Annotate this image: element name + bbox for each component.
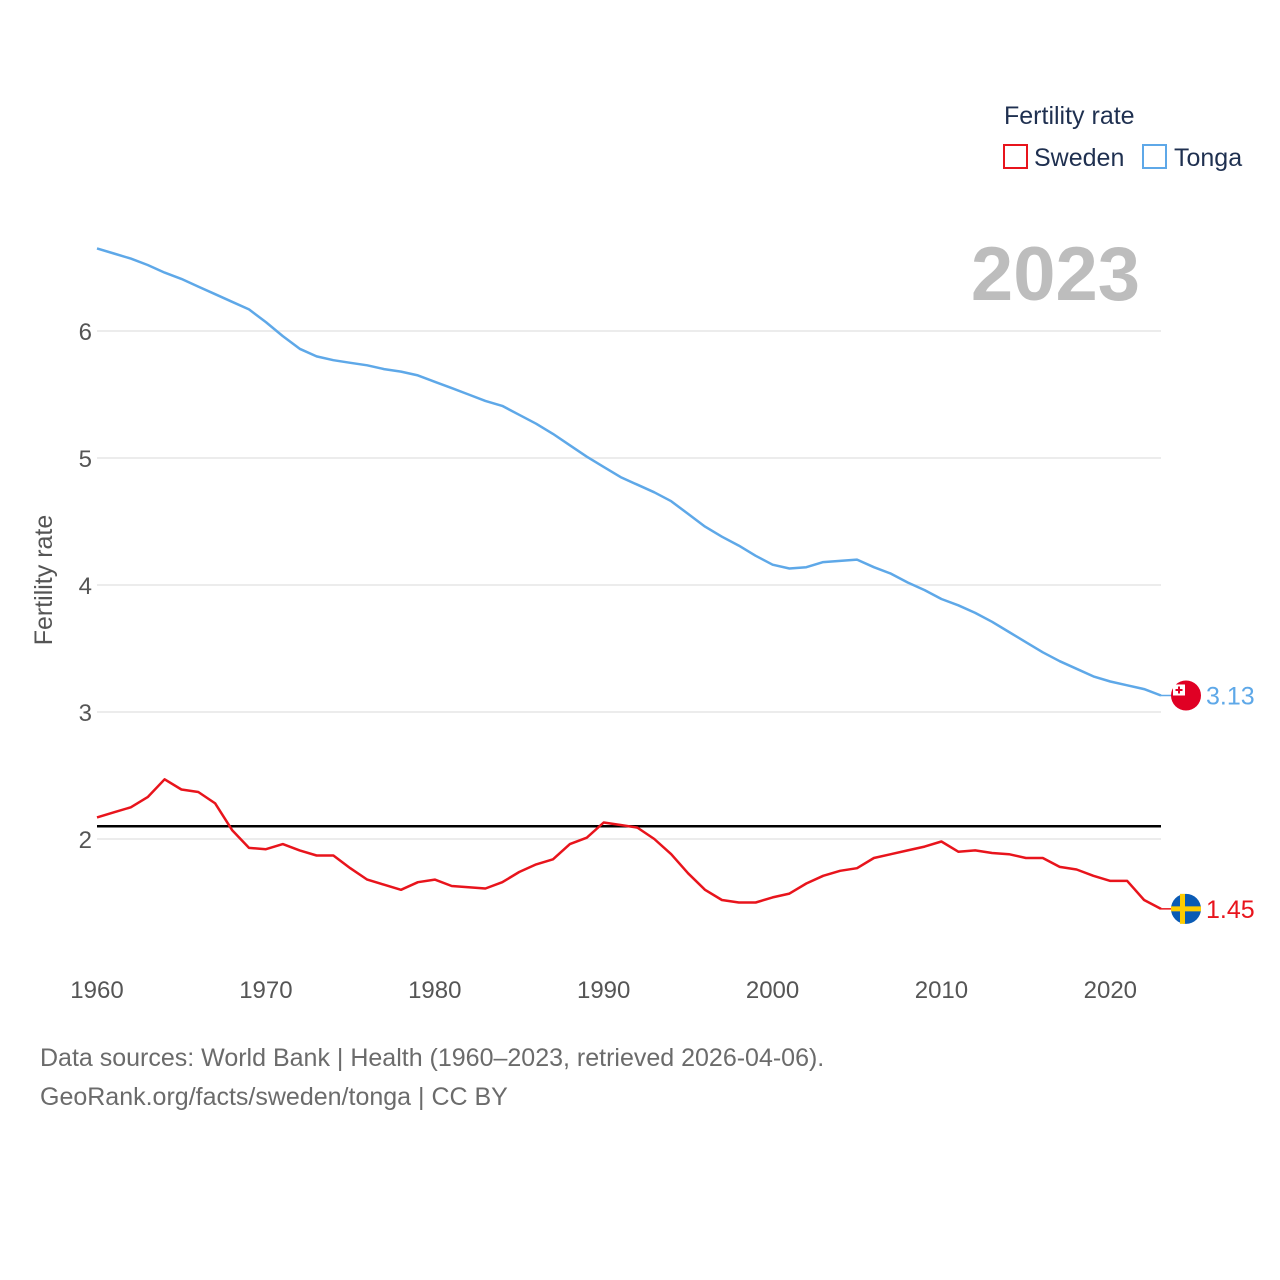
series-lines [96,247,1162,911]
legend: Fertility rate Sweden Tonga [1003,102,1242,172]
y-axis-title: Fertility rate [30,515,58,646]
x-tick-label: 2010 [915,977,968,1004]
end-label-sweden: 1.45 [1206,896,1255,924]
x-axis-ticks: 1960 1970 1980 1990 2000 2010 2020 [70,977,1137,1004]
year-label: 2023 [971,232,1140,317]
y-tick-label: 2 [79,827,92,854]
legend-item-sweden[interactable]: Sweden [1003,144,1124,172]
y-tick-label: 3 [79,700,92,727]
source-line-1: Data sources: World Bank | Health (1960–… [40,1044,825,1072]
x-tick-label: 2020 [1084,977,1137,1004]
legend-item-tonga[interactable]: Tonga [1142,144,1242,172]
x-tick-label: 2000 [746,977,799,1004]
tonga-flag-icon [1171,680,1201,711]
x-tick-label: 1990 [577,977,630,1004]
y-tick-label: 5 [79,446,92,473]
end-label-tonga: 3.13 [1206,682,1255,710]
y-tick-label: 6 [79,319,92,346]
legend-swatch-sweden [1003,144,1028,169]
series-line-tonga [96,247,1162,697]
y-axis-ticks: 2 3 4 5 6 [79,319,92,854]
legend-swatch-tonga [1142,144,1167,169]
series-line-sweden [96,778,1162,911]
source-line-2: GeoRank.org/facts/sweden/tonga | CC BY [40,1083,508,1111]
x-tick-label: 1960 [70,977,123,1004]
legend-label-tonga: Tonga [1174,144,1242,172]
series-end-markers: 1.45 3.13 [1161,680,1255,924]
sweden-flag-icon [1171,893,1201,924]
y-grid [97,330,1161,840]
y-tick-label: 4 [79,573,92,600]
legend-title: Fertility rate [1004,102,1135,130]
x-tick-label: 1970 [239,977,292,1004]
legend-label-sweden: Sweden [1034,144,1124,172]
x-tick-label: 1980 [408,977,461,1004]
